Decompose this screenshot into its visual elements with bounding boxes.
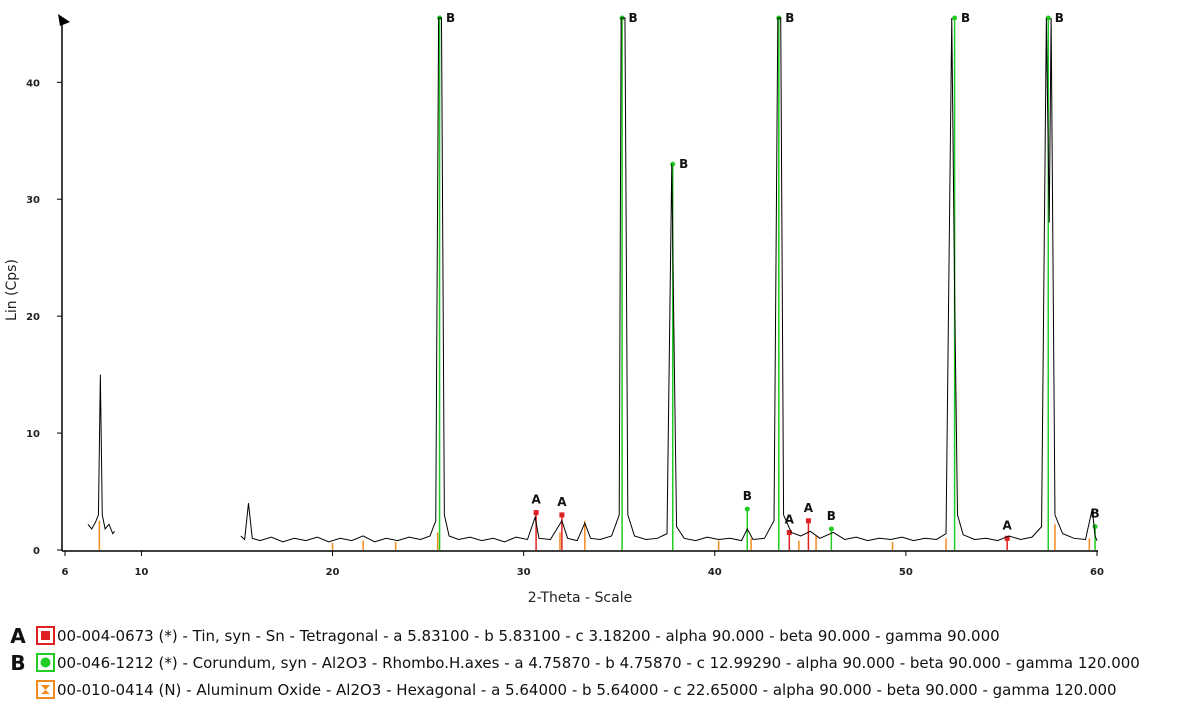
- stick-marker: [952, 15, 958, 21]
- legend-text: 00-004-0673 (*) - Tin, syn - Sn - Tetrag…: [57, 627, 1000, 645]
- axis-arrow: [58, 14, 70, 26]
- peak-label: B: [827, 509, 836, 523]
- x-tick-label: 20: [326, 567, 340, 578]
- stick-marker: [533, 510, 539, 516]
- legend-text: 00-046-1212 (*) - Corundum, syn - Al2O3 …: [57, 654, 1140, 672]
- x-tick-label: 30: [517, 567, 531, 578]
- stick-marker: [670, 161, 676, 167]
- y-tick-label: 30: [26, 195, 40, 206]
- x-tick-label: 60: [1090, 567, 1104, 578]
- y-tick-label: 10: [26, 429, 40, 440]
- peak-label: A: [531, 493, 541, 507]
- stick-marker: [805, 518, 811, 524]
- pattern-line: [87, 17, 1098, 543]
- stick-marker: [1092, 524, 1098, 530]
- peak-label: A: [785, 512, 795, 526]
- x-tick-label: 10: [134, 567, 148, 578]
- y-tick-label: 40: [26, 78, 40, 89]
- stick-marker: [559, 512, 565, 518]
- peak-label: B: [1055, 11, 1064, 25]
- peak-label: B: [446, 11, 455, 25]
- y-tick-label: 20: [26, 312, 40, 323]
- peak-label: A: [557, 495, 567, 509]
- stick-marker: [1045, 15, 1051, 21]
- peak-label: B: [743, 489, 752, 503]
- peak-label: B: [961, 11, 970, 25]
- legend-icon: [41, 631, 50, 640]
- stick-marker: [744, 506, 750, 512]
- peak-label: B: [679, 157, 688, 171]
- peak-label: B: [1091, 507, 1100, 521]
- peak-label: A: [804, 501, 814, 515]
- legend-text: 00-010-0414 (N) - Aluminum Oxide - Al2O3…: [57, 681, 1117, 699]
- x-tick-label: 40: [708, 567, 722, 578]
- x-axis-label: 2-Theta - Scale: [528, 590, 632, 606]
- legend-icon: [41, 685, 50, 694]
- stick-marker: [786, 529, 792, 535]
- stick-marker: [1004, 535, 1010, 541]
- x-tick-label: 50: [899, 567, 913, 578]
- peak-label: B: [785, 11, 794, 25]
- legend-letter: B: [10, 651, 25, 675]
- peak-label: A: [1003, 518, 1013, 532]
- y-tick-label: 0: [33, 546, 40, 557]
- x-tick-label: 6: [62, 567, 69, 578]
- stick-marker: [828, 526, 834, 532]
- y-axis-label: Lin (Cps): [4, 259, 20, 321]
- legend-letter: A: [10, 624, 26, 648]
- legend-icon: [40, 657, 51, 668]
- peak-label: B: [629, 11, 638, 25]
